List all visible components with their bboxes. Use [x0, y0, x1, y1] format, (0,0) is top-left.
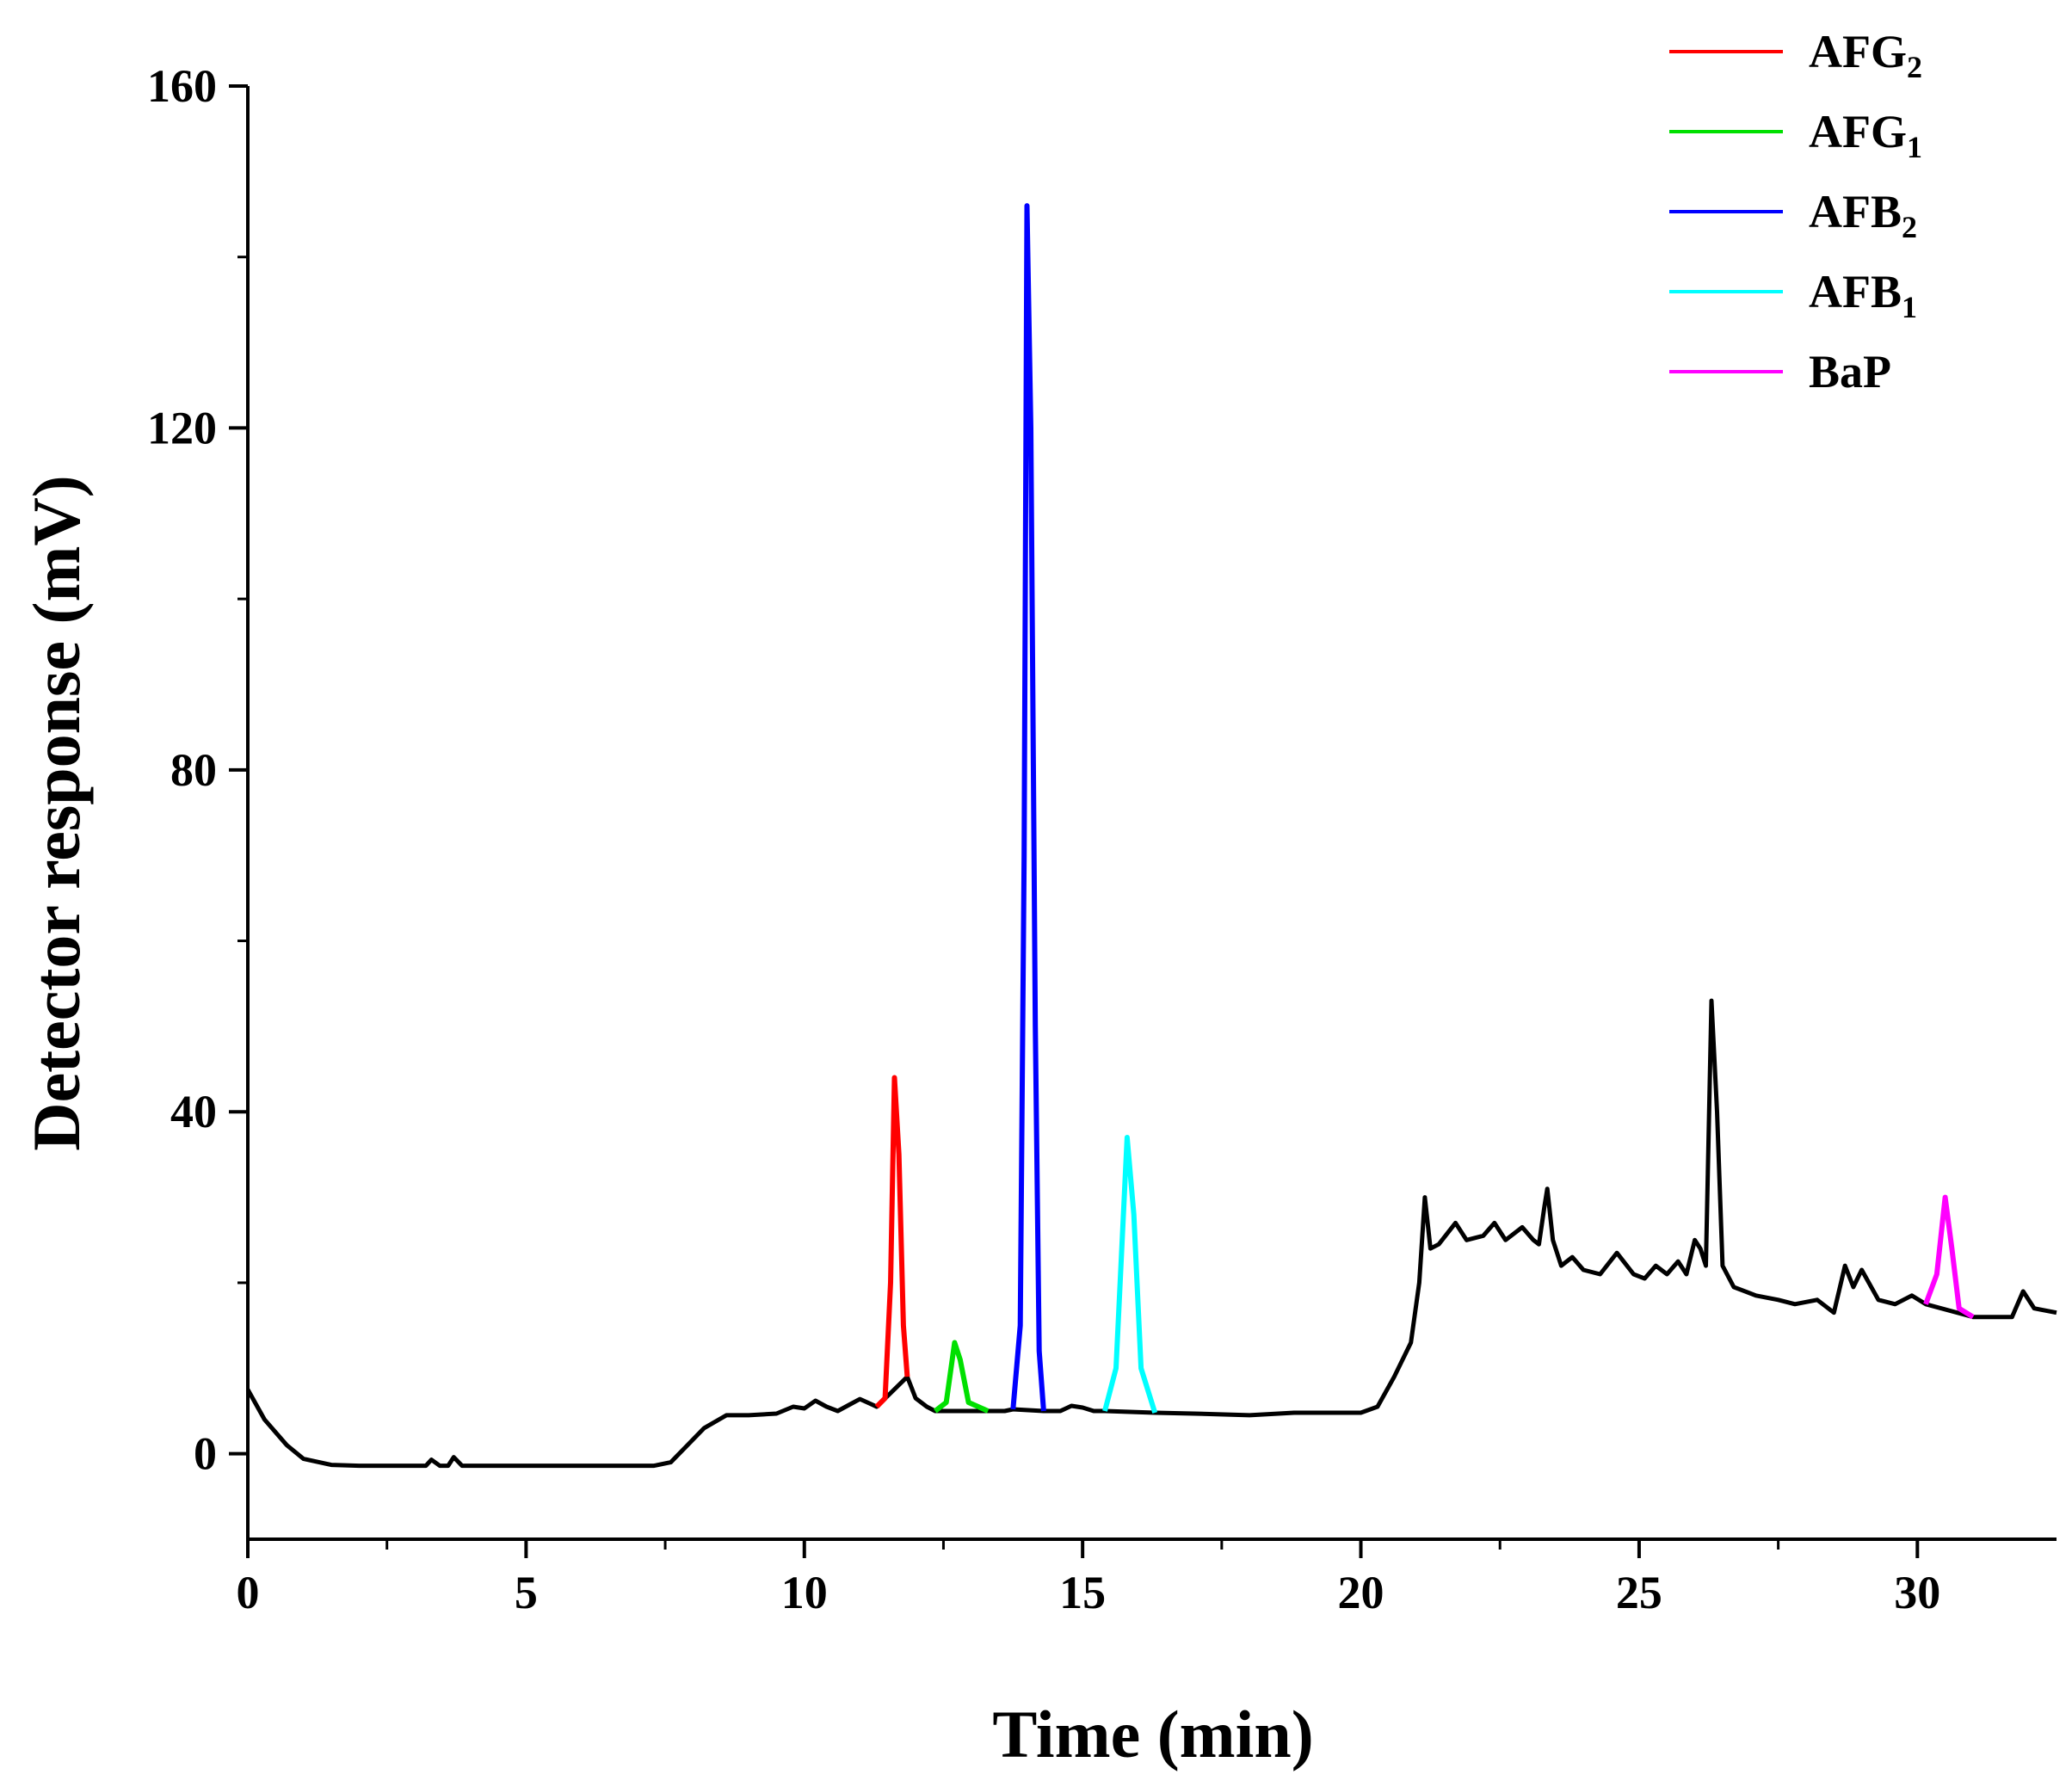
y-tick-label: 0	[194, 1428, 217, 1480]
series-bap-peak	[1923, 1194, 1975, 1320]
series-afg1-peak	[933, 1340, 990, 1414]
x-tick-label: 25	[1616, 1567, 1662, 1618]
y-tick-label: 160	[147, 60, 217, 112]
series-afb2-peak	[1010, 203, 1046, 1412]
legend-label-afb2: AFB2	[1809, 186, 1917, 244]
legend-label-afg1: AFG1	[1809, 106, 1922, 164]
baseline-trace	[245, 998, 2057, 1469]
x-tick-label: 10	[781, 1567, 828, 1618]
series-afb1-peak	[1102, 1135, 1158, 1414]
y-tick-label: 80	[170, 744, 217, 796]
legend: AFG2 AFG1 AFB2 AFB1 BaP	[1669, 26, 1922, 397]
legend-label-bap: BaP	[1809, 346, 1891, 397]
x-tick-label: 5	[515, 1567, 538, 1618]
x-tick-label: 20	[1338, 1567, 1384, 1618]
plot-area	[245, 203, 2057, 1469]
series-afg2-peak	[874, 1075, 910, 1409]
x-tick-label: 15	[1059, 1567, 1106, 1618]
y-tick-label: 40	[170, 1086, 217, 1137]
x-tick-label: 30	[1894, 1567, 1940, 1618]
legend-label-afg2: AFG2	[1809, 26, 1922, 84]
legend-label-afb1: AFB1	[1809, 266, 1917, 324]
y-axis-title: Detector response (mV)	[19, 475, 94, 1151]
y-tick-label: 120	[147, 402, 217, 453]
ticks: 0 5 10 15 20 25 30 0 40 80 120 160	[147, 60, 1940, 1618]
x-axis-title: Time (min)	[992, 1697, 1313, 1772]
axes	[246, 86, 2057, 1541]
x-tick-label: 0	[237, 1567, 260, 1618]
